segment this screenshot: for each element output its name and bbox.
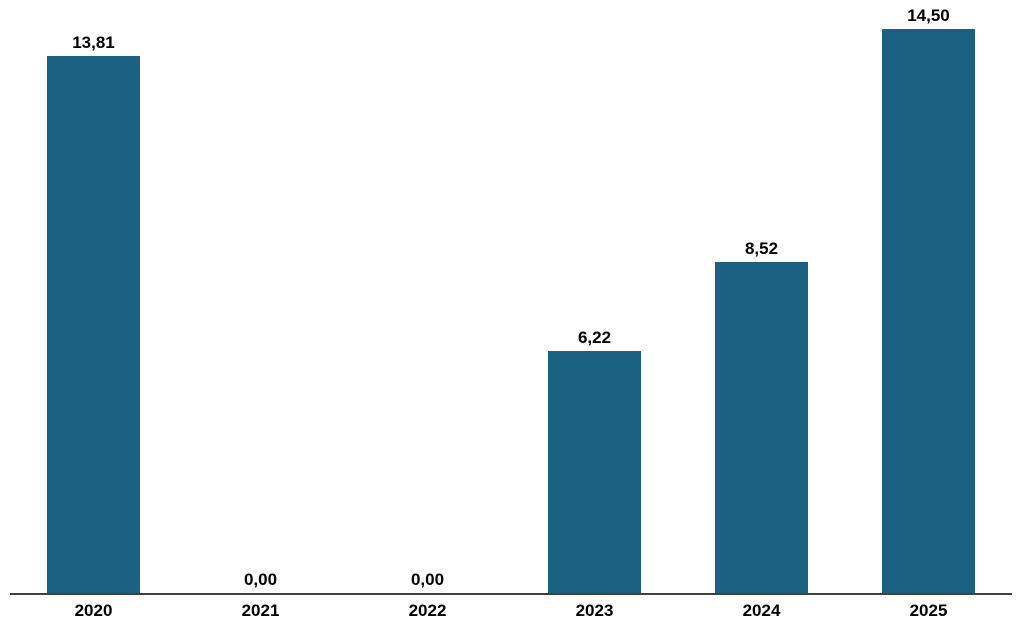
value-label: 14,50 [907,6,950,26]
x-tick-label: 2025 [909,601,948,620]
bar-slot: 8,52 [678,0,845,593]
value-label: 0,00 [243,570,278,589]
value-label: 0,00 [410,570,445,589]
bar-slot: 0,00 [177,0,344,593]
x-axis-line [10,593,1012,595]
value-label: 6,22 [577,328,612,348]
x-tick-label: 2022 [408,601,447,620]
x-axis-labels: 2020 2021 2022 2023 2024 2025 [10,595,1012,626]
bar-slot: 0,00 [344,0,511,593]
value-label: 13,81 [72,33,115,52]
x-tick-label: 2020 [74,601,113,620]
x-tick-label: 2021 [241,601,280,620]
bar-slot: 6,22 [511,0,678,593]
bar [881,29,976,593]
x-tick-label: 2023 [575,601,614,620]
x-tick-label: 2024 [742,601,781,620]
plot-area: 13,81 0,00 0,00 6,22 8,52 14,50 [10,0,1012,593]
bar [46,56,141,593]
bar-slot: 14,50 [845,0,1012,593]
value-label: 8,52 [744,238,779,258]
bar [714,261,809,593]
bar-slot: 13,81 [10,0,177,593]
bar [547,351,642,593]
